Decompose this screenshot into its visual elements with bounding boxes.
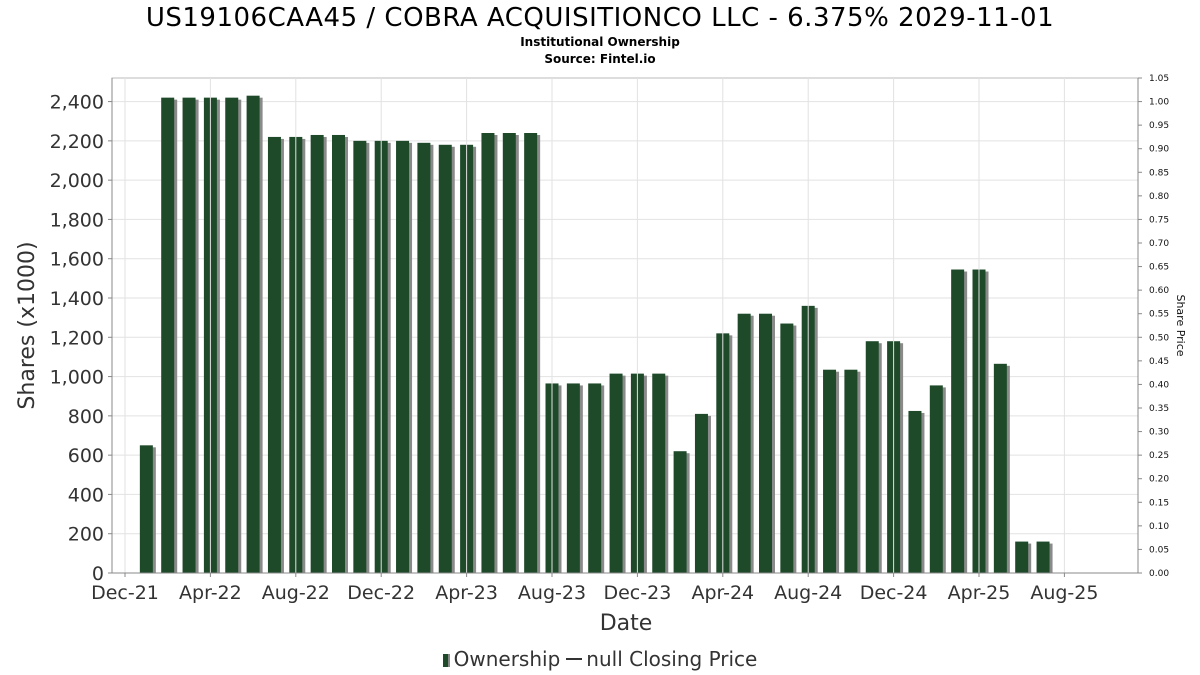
y2-tick-label: 0.70 [1149,239,1169,249]
bar [182,97,196,574]
y2-tick-label: 0.55 [1149,310,1169,320]
y2-tick-label: 0.00 [1149,569,1169,579]
chart-subtitle: Institutional Ownership [520,35,680,49]
bar [737,313,751,573]
y-tick-label: 2,400 [50,92,104,114]
y2-tick-label: 0.30 [1149,428,1169,438]
bar [438,144,452,574]
y2-tick-label: 0.20 [1149,475,1169,485]
bar [267,136,281,573]
bar [1015,541,1029,573]
bar-swatch-icon [442,654,450,667]
chart-title: US19106CAA45 / COBRA ACQUISITIONCO LLC -… [145,3,1055,33]
x-tick-label: Dec-21 [91,582,159,604]
y2-tick-label: 0.80 [1149,192,1169,202]
y2-tick-label: 0.05 [1149,545,1169,555]
y2-tick-label: 0.15 [1149,498,1169,508]
bar [353,140,367,573]
y2-tick-label: 0.75 [1149,215,1169,225]
x-tick-label: Aug-22 [262,582,330,604]
bar [1036,541,1050,573]
bar [310,134,324,573]
bar [673,451,687,573]
x-tick-label: Apr-23 [435,582,498,604]
bar [652,373,666,573]
legend: Ownership null Closing Price [0,647,1200,671]
y2-tick-label: 1.00 [1149,98,1169,108]
y2-tick-label: 0.10 [1149,522,1169,532]
legend-label-closing-price: null Closing Price [586,647,758,671]
bar [823,369,837,573]
x-tick-label: Apr-22 [179,582,242,604]
y-tick-label: 0 [92,563,104,585]
y-tick-label: 1,200 [50,327,104,349]
bar [993,363,1007,573]
y2-tick-label: 0.40 [1149,380,1169,390]
bar [161,97,175,574]
bar [502,133,516,573]
bar [908,410,922,573]
x-tick-label: Aug-25 [1030,582,1098,604]
y-tick-label: 1,400 [50,288,104,310]
bar [951,269,965,573]
bar [694,413,708,573]
y-tick-label: 1,600 [50,249,104,271]
y2-tick-label: 0.50 [1149,333,1169,343]
bar [396,140,410,573]
y2-tick-label: 0.45 [1149,357,1169,367]
x-tick-label: Dec-22 [347,582,415,604]
y2-tick-label: 0.95 [1149,121,1169,131]
y2-tick-label: 0.65 [1149,263,1169,273]
chart-source: Source: Fintel.io [544,52,656,66]
bar [481,133,495,573]
y-axis-label: Shares (x1000) [15,241,40,409]
y-tick-label: 1,000 [50,367,104,389]
y-tick-label: 800 [68,406,104,428]
bar [246,95,260,573]
bar [929,385,943,573]
bar [139,445,153,573]
bar [524,133,538,573]
x-tick-label: Dec-24 [860,582,928,604]
y2-tick-label: 1.05 [1149,74,1169,84]
legend-item-ownership[interactable]: Ownership [442,647,561,671]
bar [225,97,239,574]
bar [332,134,345,573]
bar [417,142,431,574]
y-tick-label: 200 [68,524,104,546]
y2-axis-label: Share Price [1174,294,1187,356]
y-tick-label: 2,200 [50,131,104,153]
y-tick-label: 400 [68,484,104,506]
line-swatch-icon [566,658,583,660]
bar [588,383,602,573]
y2-tick-label: 0.60 [1149,286,1169,296]
bar [609,373,623,573]
x-tick-label: Dec-23 [603,582,671,604]
x-tick-label: Apr-24 [691,582,754,604]
y-tick-label: 600 [68,445,104,467]
x-tick-label: Apr-25 [948,582,1011,604]
y-tick-label: 2,000 [50,170,104,192]
x-tick-label: Aug-24 [774,582,842,604]
y2-tick-label: 0.35 [1149,404,1169,414]
bar [865,341,879,573]
y2-tick-label: 0.25 [1149,451,1169,461]
bar [844,369,858,573]
legend-label-ownership: Ownership [453,647,561,671]
x-tick-label: Aug-23 [518,582,586,604]
y2-tick-label: 0.85 [1149,168,1169,178]
bar [780,323,794,573]
y-tick-label: 1,800 [50,209,104,231]
y2-tick-label: 0.90 [1149,145,1169,155]
bar [566,383,580,573]
bar [759,313,772,573]
legend-item-closing-price[interactable]: null Closing Price [586,647,757,671]
x-axis-label: Date [600,611,653,636]
